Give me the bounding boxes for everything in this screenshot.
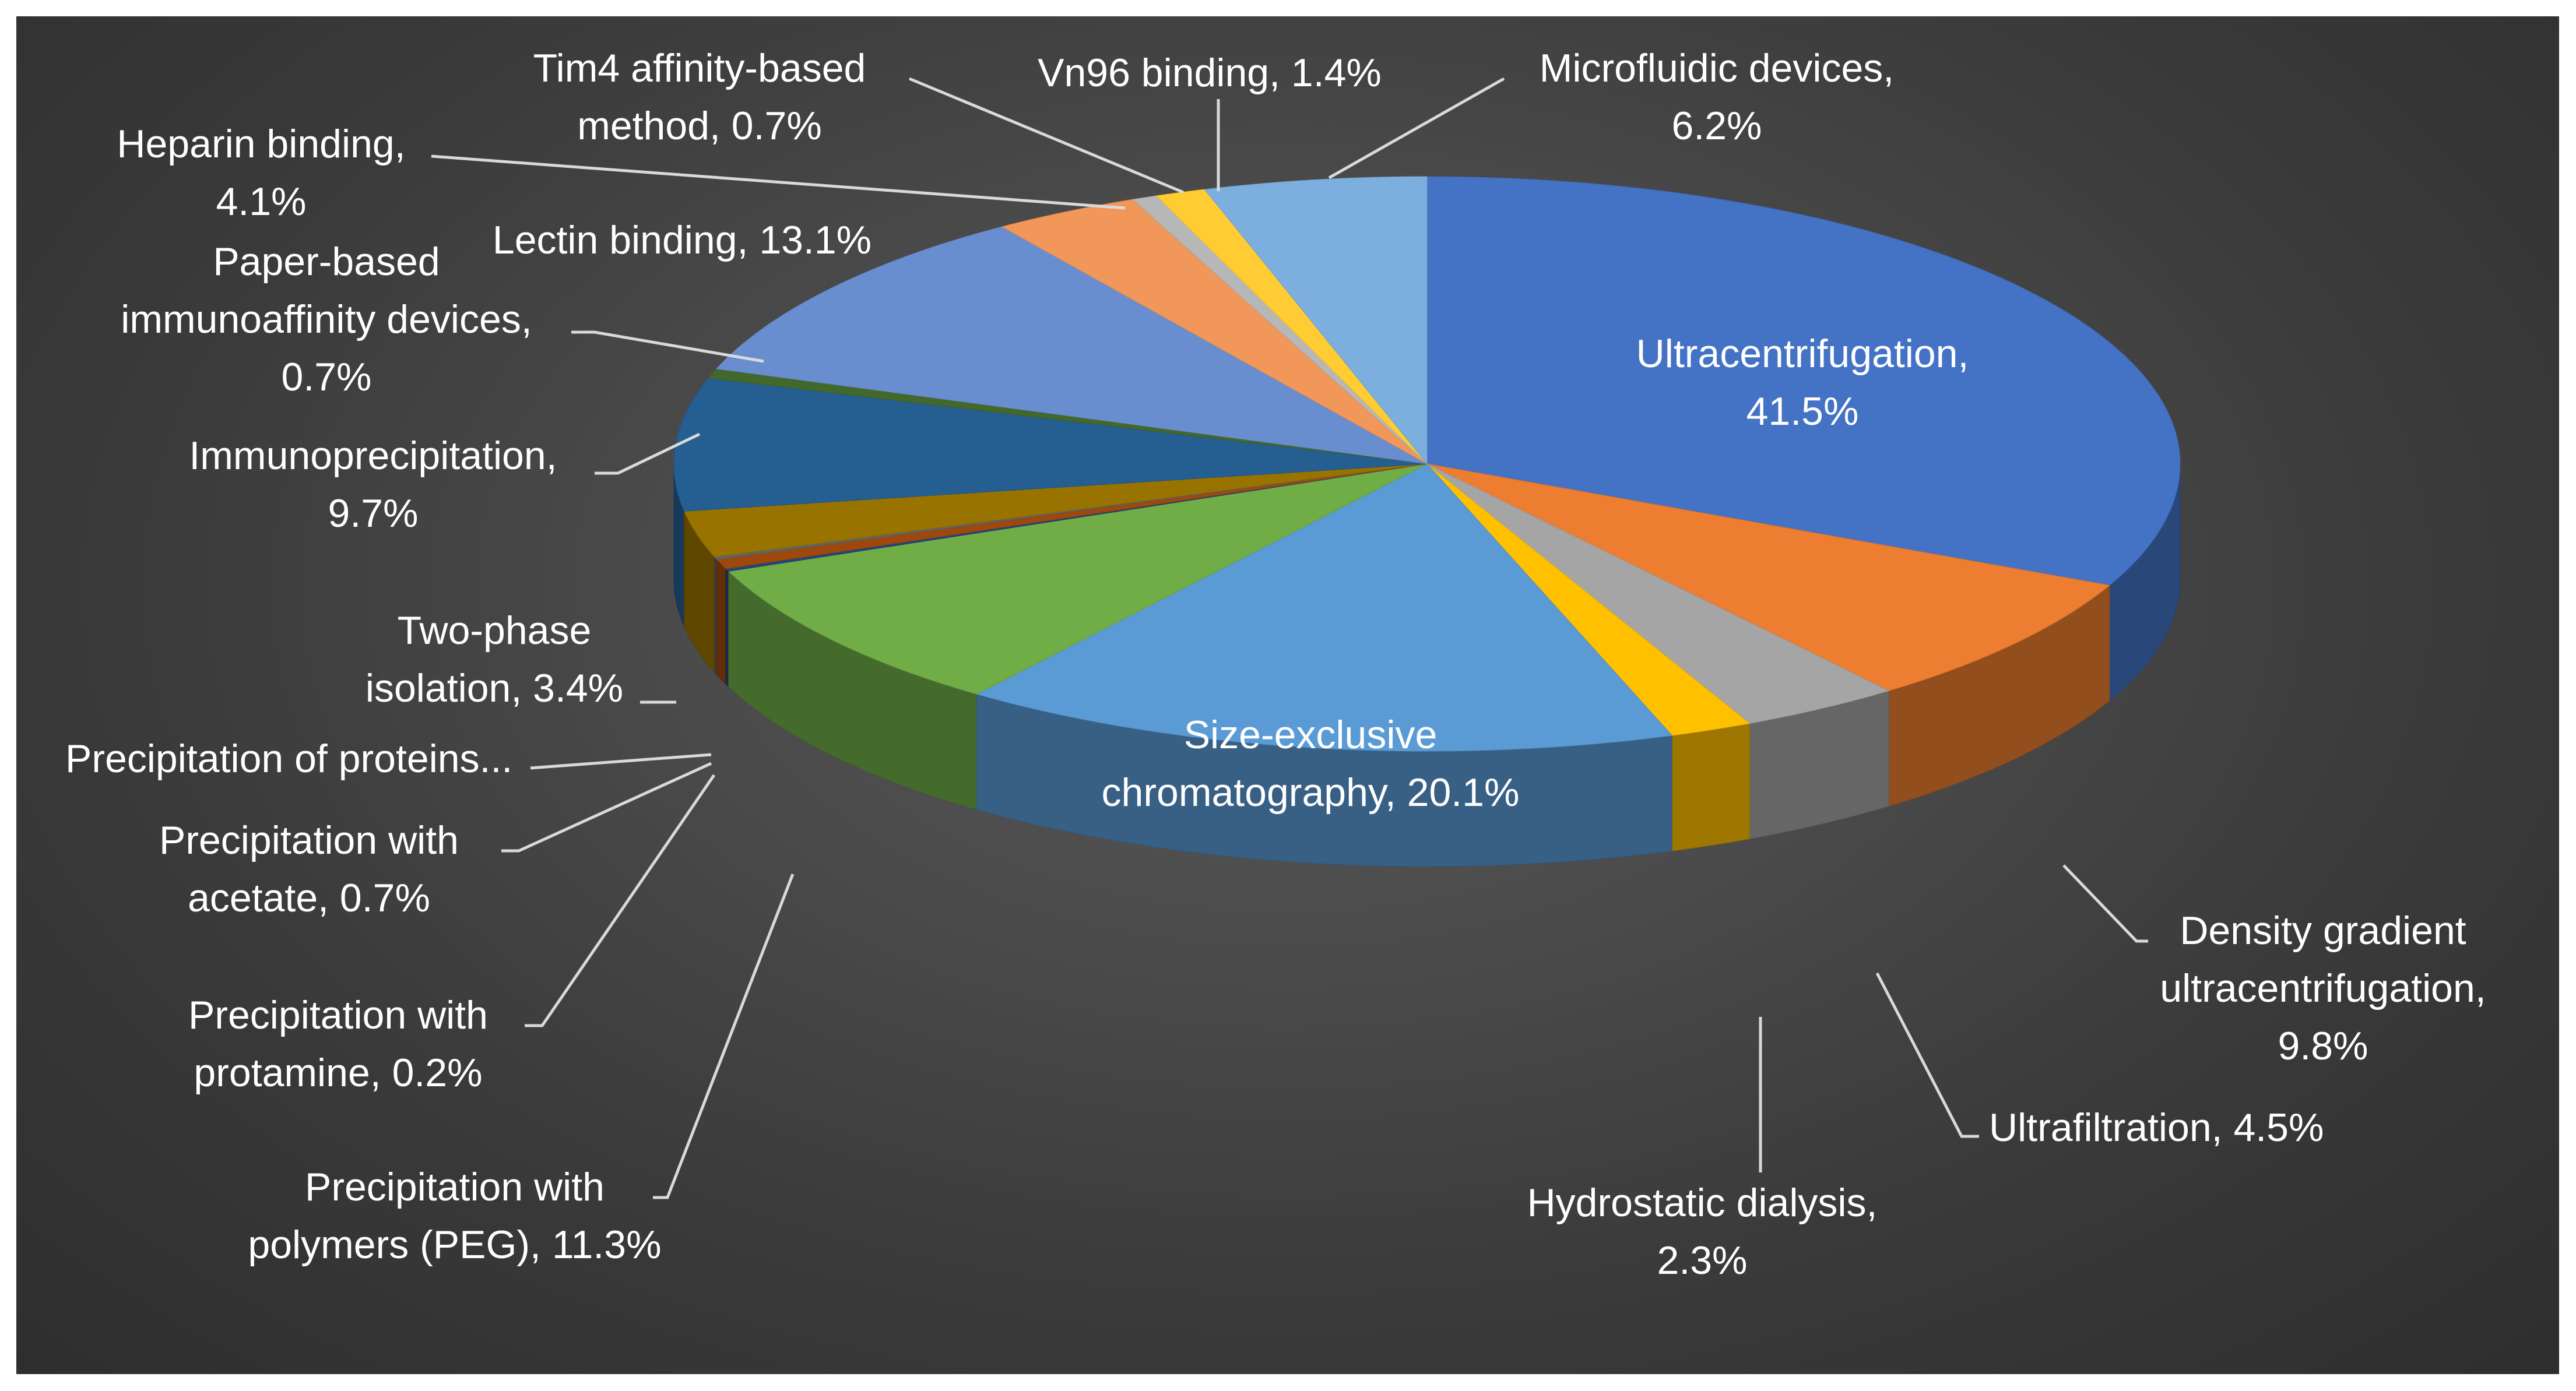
leader-line-ultrafiltration xyxy=(1875,972,1979,1138)
slice-lectin-binding xyxy=(715,226,1428,464)
pie-top-faces xyxy=(673,176,2181,752)
slice-density-gradient-ultracentrifugation xyxy=(1426,463,2110,691)
data-label-line: Size-exclusive xyxy=(1184,713,1438,757)
data-label-line: Vn96 binding, 1.4% xyxy=(1038,51,1382,95)
leader-line-immunoprecipitation xyxy=(595,432,701,475)
data-label-precipitation-of-proteins: Precipitation of proteins... xyxy=(65,737,512,781)
data-label-line: Ultracentrifugation, xyxy=(1636,332,1969,376)
data-label-line: protamine, 0.2% xyxy=(194,1051,482,1095)
leader-line-tim4-affinity-based-method xyxy=(909,77,1184,194)
data-label-line: 6.2% xyxy=(1672,104,1762,148)
data-label-line: Ultrafiltration, 4.5% xyxy=(1989,1105,2324,1150)
data-label-immunoprecipitation: Immunoprecipitation, 9.7% xyxy=(189,434,557,536)
data-labels: Ultracentrifugation, 41.5% Density gradien… xyxy=(65,46,2486,1283)
data-label-line: Precipitation with xyxy=(188,993,488,1037)
data-label-line: method, 0.7% xyxy=(577,104,822,148)
data-label-line: 0.7% xyxy=(282,355,372,399)
leader-lines xyxy=(431,77,2148,1199)
leader-line-paper-based-immunoaffinity-devices xyxy=(571,330,764,363)
data-label-ultrafiltration: Ultrafiltration, 4.5% xyxy=(1989,1105,2324,1150)
slice-precipitation-with-polymers-peg xyxy=(728,463,1428,695)
leader-line-precipitation-with-acetate xyxy=(501,762,712,853)
data-label-line: Immunoprecipitation, xyxy=(189,434,557,478)
data-label-precipitation-with-polymers-peg: Precipitation with polymers (PEG), 11.3% xyxy=(248,1165,661,1267)
data-label-line: isolation, 3.4% xyxy=(366,666,623,710)
leader-line-precipitation-with-protamine xyxy=(525,774,716,1027)
data-label-line: Microfluidic devices, xyxy=(1540,46,1894,90)
data-label-microfluidic-devices: Microfluidic devices, 6.2% xyxy=(1540,46,1894,148)
data-label-vn96-binding: Vn96 binding, 1.4% xyxy=(1038,51,1382,95)
data-label-precipitation-with-protamine: Precipitation with protamine, 0.2% xyxy=(188,993,488,1095)
slice-ultracentrifugation xyxy=(1426,176,2181,586)
data-label-line: 4.1% xyxy=(216,179,307,224)
data-label-heparin-binding: Heparin binding, 4.1% xyxy=(117,122,405,224)
data-label-line: Density gradient xyxy=(2180,908,2466,953)
data-label-line: ultracentrifugation, xyxy=(2160,966,2486,1010)
data-label-lectin-binding: Lectin binding, 13.1% xyxy=(493,218,871,262)
side-precipitation-of-proteins xyxy=(714,556,718,676)
data-label-line: Precipitation with xyxy=(305,1165,605,1209)
data-label-line: 9.7% xyxy=(328,491,419,536)
data-label-line: Precipitation of proteins... xyxy=(65,737,512,781)
data-label-line: Two-phase xyxy=(398,608,592,653)
side-precipitation-with-protamine xyxy=(725,568,729,688)
data-label-line: Lectin binding, 13.1% xyxy=(493,218,871,262)
slice-heparin-binding xyxy=(1001,199,1428,464)
side-hydrostatic-dialysis xyxy=(1671,723,1750,851)
data-label-paper-based-immunoaffinity-devices: Paper-based immunoaffinity devices, 0.7% xyxy=(121,240,532,399)
data-label-line: Paper-based xyxy=(213,240,440,284)
data-label-line: chromatography, 20.1% xyxy=(1102,770,1520,815)
data-label-line: Tim4 affinity-based xyxy=(533,46,866,90)
slice-ultrafiltration xyxy=(1426,463,1890,724)
leader-line-precipitation-of-proteins xyxy=(530,753,712,770)
data-label-line: polymers (PEG), 11.3% xyxy=(248,1223,661,1267)
side-precipitation-with-acetate xyxy=(716,559,726,685)
data-label-two-phase-isolation: Two-phase isolation, 3.4% xyxy=(366,608,623,710)
data-label-hydrostatic-dialysis: Hydrostatic dialysis, 2.3% xyxy=(1527,1181,1878,1283)
pie-sides xyxy=(673,463,2181,867)
data-label-line: Precipitation with xyxy=(159,818,459,862)
data-label-line: Heparin binding, xyxy=(117,122,405,166)
data-label-line: Hydrostatic dialysis, xyxy=(1527,1181,1878,1225)
slice-size-exclusive-chromatography xyxy=(976,463,1673,752)
data-label-line: acetate, 0.7% xyxy=(188,876,430,920)
data-label-line: 41.5% xyxy=(1746,389,1859,434)
data-label-line: 2.3% xyxy=(1657,1238,1748,1283)
leader-line-density-gradient-ultracentrifugation xyxy=(2062,864,2148,943)
data-label-line: immunoaffinity devices, xyxy=(121,297,532,341)
data-label-size-exclusive-chromatography: Size-exclusive chromatography, 20.1% xyxy=(1102,713,1520,815)
data-label-density-gradient-ultracentrifugation: Density gradient ultracentrifugation, 9.8% xyxy=(2160,908,2486,1068)
leader-line-microfluidic-devices xyxy=(1328,77,1505,179)
data-label-line: 9.8% xyxy=(2278,1024,2368,1068)
leader-line-precipitation-with-polymers-peg xyxy=(653,874,795,1199)
data-label-tim4-affinity-based-method: Tim4 affinity-based method, 0.7% xyxy=(533,46,866,148)
data-label-ultracentrifugation: Ultracentrifugation, 41.5% xyxy=(1636,332,1969,434)
leader-line-heparin-binding xyxy=(431,154,1126,210)
data-label-precipitation-with-acetate: Precipitation with acetate, 0.7% xyxy=(159,818,459,920)
